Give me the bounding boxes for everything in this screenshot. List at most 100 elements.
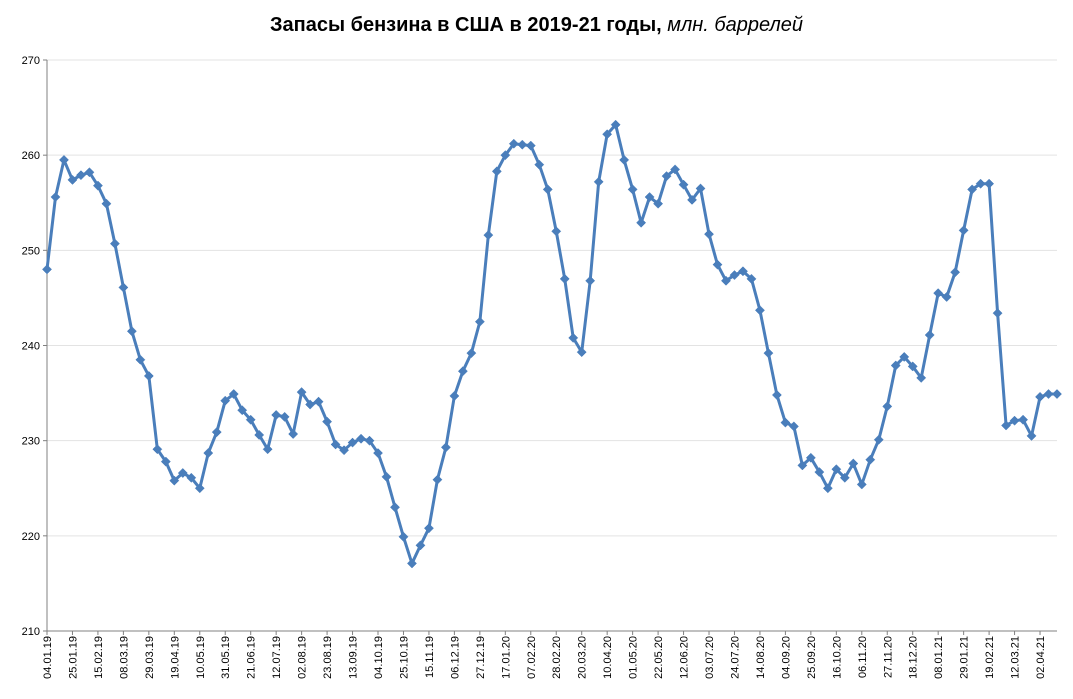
data-point — [704, 229, 714, 240]
data-point — [491, 166, 502, 177]
x-tick-label: 25.01.19 — [67, 636, 79, 679]
x-tick-label: 12.06.20 — [679, 636, 691, 679]
data-point — [551, 226, 562, 237]
data-point — [695, 183, 706, 194]
x-tick-label: 10.05.19 — [195, 636, 207, 679]
data-point — [186, 472, 197, 483]
data-point — [466, 348, 477, 359]
data-point — [653, 198, 664, 209]
data-point — [279, 411, 290, 422]
y-tick-label: 250 — [22, 245, 40, 257]
data-point — [950, 267, 961, 278]
chart-title: Запасы бензина в США в 2019-21 годы, млн… — [0, 14, 1073, 37]
x-tick-label: 02.08.19 — [297, 636, 309, 679]
data-point — [814, 467, 825, 478]
data-point — [797, 460, 808, 471]
data-point — [211, 427, 222, 438]
data-point — [805, 452, 816, 463]
data-point — [339, 445, 350, 456]
data-point — [1001, 420, 1012, 431]
gridlines — [47, 59, 1057, 537]
x-tick-label: 19.04.19 — [169, 636, 181, 679]
data-point — [92, 180, 103, 191]
y-tick-label: 220 — [22, 531, 40, 543]
data-point — [602, 129, 613, 140]
data-point — [941, 292, 952, 302]
x-tick-label: 12.03.21 — [1010, 636, 1022, 679]
data-point — [1043, 389, 1054, 399]
x-tick-label: 04.09.20 — [780, 636, 792, 679]
data-point — [118, 282, 129, 293]
data-point — [135, 354, 146, 365]
data-point — [50, 192, 61, 202]
data-point — [237, 405, 248, 416]
data-point — [415, 540, 426, 551]
data-point — [483, 230, 494, 241]
data-point — [865, 454, 876, 465]
data-point — [831, 464, 842, 475]
data-point — [194, 483, 205, 494]
data-point — [559, 273, 570, 284]
chart-title-unit: млн. баррелей — [667, 14, 803, 36]
series-line — [45, 123, 1057, 565]
data-point — [576, 347, 587, 358]
x-tick-label: 01.05.20 — [628, 636, 640, 679]
data-point — [670, 164, 681, 175]
data-point — [254, 430, 265, 440]
x-tick-label: 24.07.20 — [729, 636, 741, 679]
data-point — [169, 475, 180, 486]
data-point — [356, 433, 366, 444]
data-point — [924, 330, 935, 340]
data-point — [542, 184, 553, 195]
x-tick-label: 16.10.20 — [831, 636, 843, 679]
y-tick-label: 240 — [22, 341, 40, 353]
data-point — [440, 442, 451, 453]
data-point — [160, 456, 171, 467]
data-point — [746, 273, 757, 284]
data-point — [75, 170, 86, 181]
data-point — [262, 444, 273, 455]
x-tick-label: 13.09.19 — [348, 636, 360, 679]
x-tick-label: 12.07.19 — [271, 636, 283, 679]
x-tick-label: 21.06.19 — [246, 636, 258, 679]
data-point — [381, 471, 392, 482]
data-point — [619, 154, 630, 165]
x-tick-label: 18.12.20 — [908, 636, 920, 679]
data-point — [423, 523, 434, 534]
data-point — [508, 138, 519, 149]
x-tick-label: 20.03.20 — [577, 636, 589, 679]
data-point — [347, 437, 358, 448]
data-point — [636, 217, 647, 228]
x-tick-label: 14.08.20 — [755, 636, 767, 679]
data-point — [992, 308, 1003, 319]
data-point — [109, 238, 120, 249]
y-tick-label: 260 — [22, 150, 40, 162]
data-point — [839, 472, 850, 483]
x-tick-label: 15.02.19 — [93, 636, 105, 679]
data-point — [390, 502, 400, 513]
data-point — [933, 288, 944, 299]
data-point — [856, 479, 867, 490]
data-point — [364, 435, 375, 446]
x-tick-label: 06.11.20 — [857, 636, 869, 678]
data-point — [296, 387, 307, 398]
data-point — [738, 266, 748, 277]
data-point — [585, 275, 596, 286]
data-point — [771, 390, 782, 400]
x-tick-label: 02.04.21 — [1035, 636, 1047, 679]
data-point — [220, 395, 231, 406]
data-point — [517, 139, 528, 150]
data-point — [525, 140, 536, 151]
data-point — [126, 326, 137, 337]
data-point — [1035, 391, 1045, 402]
data-point — [687, 194, 697, 205]
data-point — [1052, 389, 1062, 399]
data-point — [984, 178, 995, 189]
x-tick-label: 04.01.19 — [42, 636, 54, 679]
chart-title-text: Запасы бензина в США в 2019-21 годы, — [270, 14, 662, 36]
data-point — [152, 444, 163, 455]
data-point — [143, 370, 154, 381]
data-point — [534, 159, 545, 170]
data-point — [958, 225, 969, 236]
